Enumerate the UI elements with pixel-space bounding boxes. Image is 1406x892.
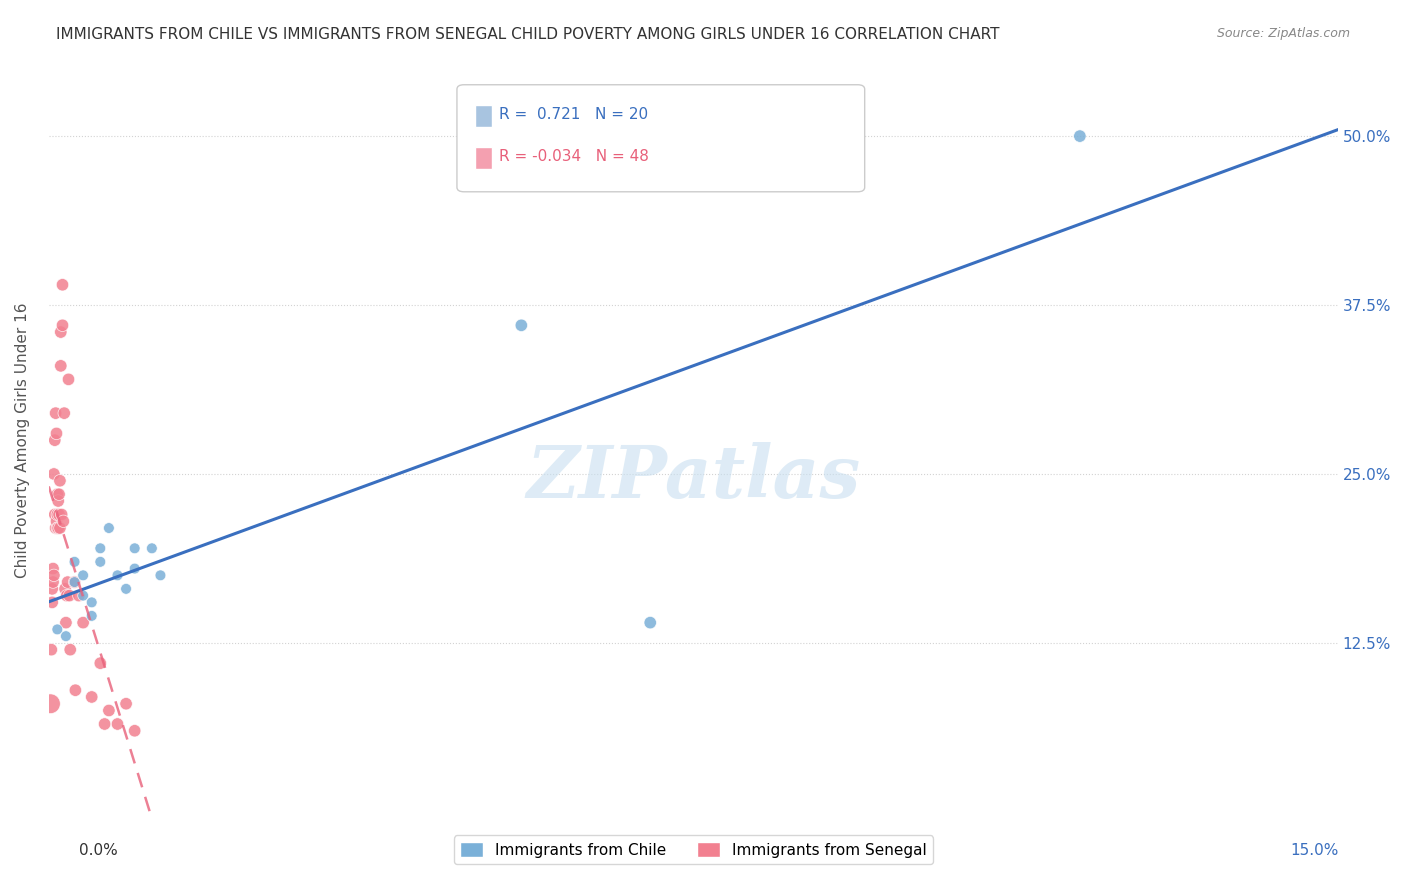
Point xyxy=(56,575,79,590)
Point xyxy=(49,474,72,488)
Point xyxy=(41,582,63,596)
Point xyxy=(44,508,66,522)
Point xyxy=(97,521,120,535)
Point xyxy=(46,494,69,508)
Point xyxy=(58,372,80,386)
Text: R = -0.034   N = 48: R = -0.034 N = 48 xyxy=(499,149,650,163)
Point xyxy=(59,642,82,657)
Point xyxy=(80,595,103,609)
Point xyxy=(72,589,94,603)
Text: 15.0%: 15.0% xyxy=(1291,843,1339,858)
Point xyxy=(42,575,65,590)
Point xyxy=(46,521,69,535)
Point xyxy=(89,555,111,569)
Point xyxy=(638,615,661,630)
Point xyxy=(107,568,129,582)
Point xyxy=(41,642,63,657)
Text: 0.0%: 0.0% xyxy=(79,843,118,858)
Y-axis label: Child Poverty Among Girls Under 16: Child Poverty Among Girls Under 16 xyxy=(15,302,30,578)
Point xyxy=(58,589,80,603)
Point xyxy=(46,521,69,535)
Point xyxy=(55,615,77,630)
Point xyxy=(42,561,65,575)
Point xyxy=(45,426,67,441)
Point xyxy=(46,487,69,501)
Text: R =  0.721   N = 20: R = 0.721 N = 20 xyxy=(499,107,648,121)
Point xyxy=(55,629,77,643)
Point xyxy=(67,589,90,603)
Point xyxy=(80,608,103,623)
Point xyxy=(45,514,67,528)
Point xyxy=(42,568,65,582)
Point xyxy=(52,514,75,528)
Point xyxy=(49,325,72,339)
Point xyxy=(1069,129,1091,144)
Point xyxy=(46,508,69,522)
Point xyxy=(107,717,129,731)
Point xyxy=(39,697,62,711)
Point xyxy=(53,406,76,420)
Point xyxy=(93,717,115,731)
Point xyxy=(115,582,138,596)
Point xyxy=(510,318,533,333)
Point xyxy=(72,615,94,630)
Point xyxy=(44,433,66,447)
Point xyxy=(72,568,94,582)
Point xyxy=(53,582,76,596)
Point xyxy=(141,541,163,556)
Point xyxy=(115,697,138,711)
Point xyxy=(49,521,72,535)
Point xyxy=(63,575,86,590)
Point xyxy=(45,521,67,535)
Point xyxy=(80,690,103,704)
Point xyxy=(56,589,79,603)
Point xyxy=(124,561,146,575)
Point xyxy=(51,508,73,522)
Point xyxy=(51,318,73,333)
Text: IMMIGRANTS FROM CHILE VS IMMIGRANTS FROM SENEGAL CHILD POVERTY AMONG GIRLS UNDER: IMMIGRANTS FROM CHILE VS IMMIGRANTS FROM… xyxy=(56,27,1000,42)
Point xyxy=(124,723,146,738)
Text: ZIPatlas: ZIPatlas xyxy=(526,442,860,513)
Point xyxy=(51,277,73,292)
Text: Source: ZipAtlas.com: Source: ZipAtlas.com xyxy=(1216,27,1350,40)
Point xyxy=(149,568,172,582)
Point xyxy=(48,487,70,501)
Point xyxy=(46,623,69,637)
Point xyxy=(42,467,65,481)
Point xyxy=(45,406,67,420)
Point xyxy=(49,359,72,373)
Point xyxy=(48,508,70,522)
Point xyxy=(41,595,63,609)
Point xyxy=(65,683,87,698)
Legend: Immigrants from Chile, Immigrants from Senegal: Immigrants from Chile, Immigrants from S… xyxy=(454,836,932,863)
Point xyxy=(89,541,111,556)
Point xyxy=(63,555,86,569)
Point xyxy=(63,575,86,590)
Point xyxy=(89,656,111,670)
Point xyxy=(124,541,146,556)
Point xyxy=(97,704,120,718)
